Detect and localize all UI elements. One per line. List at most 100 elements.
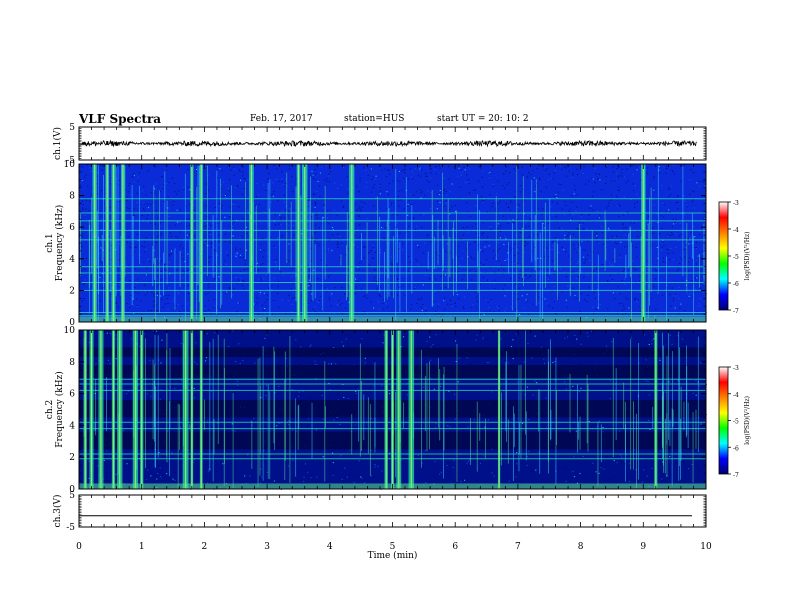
noise-pixel bbox=[647, 224, 649, 225]
noise-pixel bbox=[186, 218, 188, 220]
noise-pixel bbox=[663, 204, 665, 205]
noise-pixel bbox=[623, 268, 625, 270]
noise-pixel bbox=[79, 310, 81, 312]
noise-pixel bbox=[364, 362, 366, 364]
noise-pixel bbox=[479, 462, 481, 464]
noise-pixel bbox=[538, 164, 540, 166]
noise-pixel bbox=[146, 218, 148, 219]
noise-pixel bbox=[458, 357, 460, 359]
noise-pixel bbox=[493, 475, 495, 477]
noise-pixel bbox=[438, 426, 440, 428]
noise-pixel bbox=[570, 345, 572, 347]
noise-pixel bbox=[570, 480, 572, 482]
noise-pixel bbox=[581, 241, 583, 243]
noise-pixel bbox=[182, 247, 184, 249]
noise-pixel bbox=[179, 311, 181, 312]
noise-pixel bbox=[607, 205, 609, 207]
noise-pixel bbox=[548, 305, 550, 307]
noise-pixel bbox=[574, 456, 576, 458]
noise-pixel bbox=[386, 208, 388, 210]
noise-pixel bbox=[671, 185, 673, 187]
noise-pixel bbox=[348, 333, 350, 335]
noise-pixel bbox=[81, 207, 83, 209]
noise-pixel bbox=[446, 243, 448, 244]
noise-pixel bbox=[267, 288, 269, 290]
noise-pixel bbox=[158, 341, 160, 343]
noise-pixel bbox=[525, 222, 527, 224]
noise-pixel bbox=[423, 386, 425, 388]
noise-pixel bbox=[369, 388, 371, 390]
noise-pixel bbox=[362, 423, 364, 425]
noise-pixel bbox=[531, 471, 533, 472]
noise-pixel bbox=[598, 427, 600, 429]
noise-pixel bbox=[544, 391, 547, 393]
noise-pixel bbox=[507, 284, 509, 286]
noise-pixel bbox=[411, 304, 413, 306]
noise-pixel bbox=[517, 246, 519, 248]
noise-pixel bbox=[528, 225, 530, 227]
noise-pixel bbox=[167, 430, 169, 432]
noise-pixel bbox=[405, 343, 407, 345]
noise-pixel bbox=[82, 209, 84, 211]
noise-pixel bbox=[311, 339, 314, 341]
noise-pixel bbox=[174, 183, 176, 184]
noise-pixel bbox=[667, 465, 669, 467]
noise-pixel bbox=[429, 460, 431, 462]
noise-pixel bbox=[347, 192, 349, 194]
noise-pixel bbox=[471, 457, 474, 459]
noise-pixel bbox=[214, 305, 216, 307]
noise-pixel bbox=[106, 472, 108, 474]
noise-pixel bbox=[437, 313, 439, 314]
noise-pixel bbox=[671, 232, 673, 233]
noise-pixel bbox=[385, 267, 387, 269]
noise-pixel bbox=[94, 466, 96, 467]
noise-pixel bbox=[391, 264, 393, 266]
noise-pixel bbox=[489, 310, 491, 312]
noise-pixel bbox=[457, 271, 459, 273]
noise-pixel bbox=[677, 195, 679, 197]
noise-pixel bbox=[695, 242, 698, 244]
noise-pixel bbox=[644, 334, 646, 336]
noise-pixel bbox=[541, 298, 543, 300]
noise-pixel bbox=[361, 201, 363, 203]
noise-pixel bbox=[447, 425, 449, 427]
noise-pixel bbox=[254, 222, 256, 224]
noise-pixel bbox=[360, 210, 362, 211]
noise-pixel bbox=[204, 269, 206, 271]
noise-pixel bbox=[99, 279, 101, 281]
noise-pixel bbox=[557, 191, 559, 193]
noise-pixel bbox=[518, 268, 520, 270]
noise-pixel bbox=[139, 263, 141, 265]
noise-pixel bbox=[601, 189, 603, 191]
noise-pixel bbox=[475, 223, 477, 225]
noise-pixel bbox=[268, 261, 270, 262]
noise-pixel bbox=[321, 223, 323, 225]
noise-pixel bbox=[103, 449, 106, 451]
noise-pixel bbox=[308, 202, 310, 204]
noise-pixel bbox=[199, 331, 201, 333]
noise-pixel bbox=[561, 291, 563, 293]
noise-pixel bbox=[497, 307, 499, 309]
noise-pixel bbox=[648, 420, 650, 421]
noise-pixel bbox=[507, 396, 509, 398]
noise-pixel bbox=[358, 215, 360, 217]
noise-pixel bbox=[263, 309, 265, 311]
noise-pixel bbox=[593, 399, 595, 401]
noise-pixel bbox=[458, 298, 460, 300]
burst-core bbox=[112, 164, 115, 322]
noise-pixel bbox=[331, 227, 334, 228]
noise-pixel bbox=[641, 426, 643, 428]
noise-pixel bbox=[636, 169, 638, 171]
noise-pixel bbox=[343, 206, 345, 208]
noise-pixel bbox=[161, 260, 163, 262]
noise-pixel bbox=[521, 240, 523, 242]
noise-pixel bbox=[177, 304, 179, 305]
noise-pixel bbox=[357, 280, 359, 282]
noise-pixel bbox=[684, 399, 686, 401]
noise-pixel bbox=[633, 449, 635, 451]
noise-pixel bbox=[237, 380, 239, 382]
noise-pixel bbox=[373, 184, 375, 186]
noise-pixel bbox=[258, 278, 260, 280]
noise-pixel bbox=[328, 276, 330, 278]
